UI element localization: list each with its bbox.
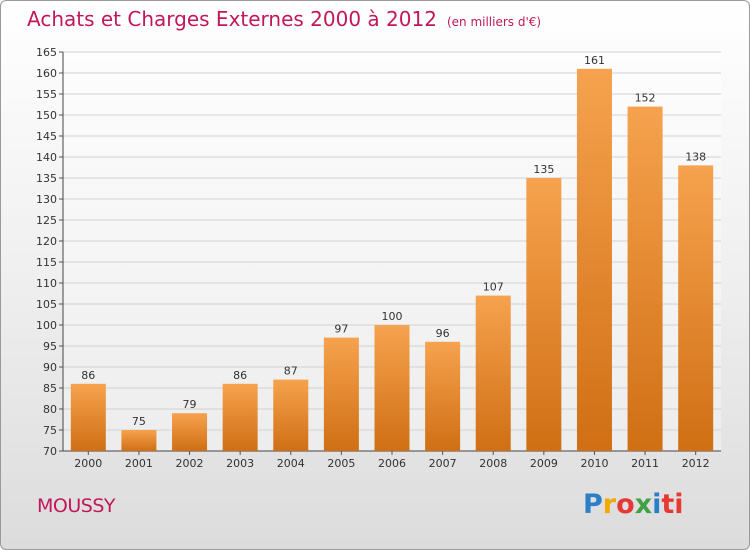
logo-letter-x: x — [634, 489, 653, 520]
y-tick-label: 80 — [43, 403, 57, 416]
bar — [222, 383, 258, 451]
y-tick-label: 130 — [36, 193, 57, 206]
y-tick-label: 115 — [36, 256, 57, 269]
bar-value-label: 75 — [132, 415, 146, 428]
bar-value-label: 107 — [483, 281, 504, 294]
bar — [70, 383, 106, 451]
bar — [121, 430, 157, 451]
bar — [475, 295, 511, 451]
x-tick-label: 2005 — [327, 457, 355, 470]
bar-value-label: 138 — [685, 150, 706, 163]
bar — [425, 341, 461, 451]
bar — [172, 413, 208, 451]
x-tick-label: 2001 — [125, 457, 153, 470]
x-tick-label: 2004 — [277, 457, 305, 470]
bar-value-label: 96 — [436, 327, 450, 340]
logo-letter-r: r — [602, 489, 617, 520]
bar-value-label: 87 — [284, 365, 298, 378]
y-tick-label: 90 — [43, 361, 57, 374]
bar-value-label: 86 — [233, 369, 247, 382]
y-tick-label: 145 — [36, 130, 57, 143]
y-tick-label: 165 — [36, 46, 57, 59]
y-tick-label: 160 — [36, 67, 57, 80]
logo-letter-p: P — [583, 489, 603, 520]
y-tick-label: 135 — [36, 172, 57, 185]
y-tick-label: 155 — [36, 88, 57, 101]
x-tick-label: 2003 — [226, 457, 254, 470]
bar-value-label: 79 — [183, 398, 197, 411]
bar-value-label: 152 — [635, 92, 656, 105]
place-name: MOUSSY — [37, 495, 115, 517]
bar-value-label: 161 — [584, 54, 605, 67]
chart-subtitle: (en milliers d'€) — [446, 15, 542, 29]
x-tick-label: 2008 — [479, 457, 507, 470]
y-tick-label: 140 — [36, 151, 57, 164]
y-tick-label: 105 — [36, 298, 57, 311]
logo-letters-ti: ti — [661, 489, 684, 520]
logo-letter-i: i — [652, 489, 662, 520]
bar-value-label: 135 — [533, 163, 554, 176]
y-tick-label: 95 — [43, 340, 57, 353]
bar — [576, 68, 612, 452]
bar — [323, 337, 359, 451]
y-tick-label: 120 — [36, 235, 57, 248]
y-tick-label: 85 — [43, 382, 57, 395]
x-tick-label: 2007 — [429, 457, 457, 470]
y-tick-label: 110 — [36, 277, 57, 290]
bar-value-label: 97 — [334, 323, 348, 336]
y-tick-label: 70 — [43, 445, 57, 458]
bar — [273, 379, 309, 451]
x-tick-label: 2002 — [176, 457, 204, 470]
bar — [526, 178, 562, 451]
y-tick-label: 125 — [36, 214, 57, 227]
x-tick-label: 2012 — [682, 457, 710, 470]
x-tick-label: 2006 — [378, 457, 406, 470]
bar — [678, 165, 714, 451]
bar — [627, 106, 663, 451]
bar — [374, 325, 410, 451]
y-tick-label: 100 — [36, 319, 57, 332]
bar-value-label: 86 — [81, 369, 95, 382]
logo-letter-o: o — [616, 489, 635, 520]
x-tick-label: 2010 — [580, 457, 608, 470]
proxiti-logo: Proxiti — [583, 489, 684, 520]
y-tick-label: 150 — [36, 109, 57, 122]
x-tick-label: 2000 — [74, 457, 102, 470]
bar-value-label: 100 — [382, 310, 403, 323]
x-tick-label: 2011 — [631, 457, 659, 470]
chart-title: Achats et Charges Externes 2000 à 2012 (e… — [27, 7, 541, 31]
chart-title-text: Achats et Charges Externes 2000 à 2012 — [27, 7, 437, 31]
y-tick-label: 75 — [43, 424, 57, 437]
x-tick-label: 2009 — [530, 457, 558, 470]
